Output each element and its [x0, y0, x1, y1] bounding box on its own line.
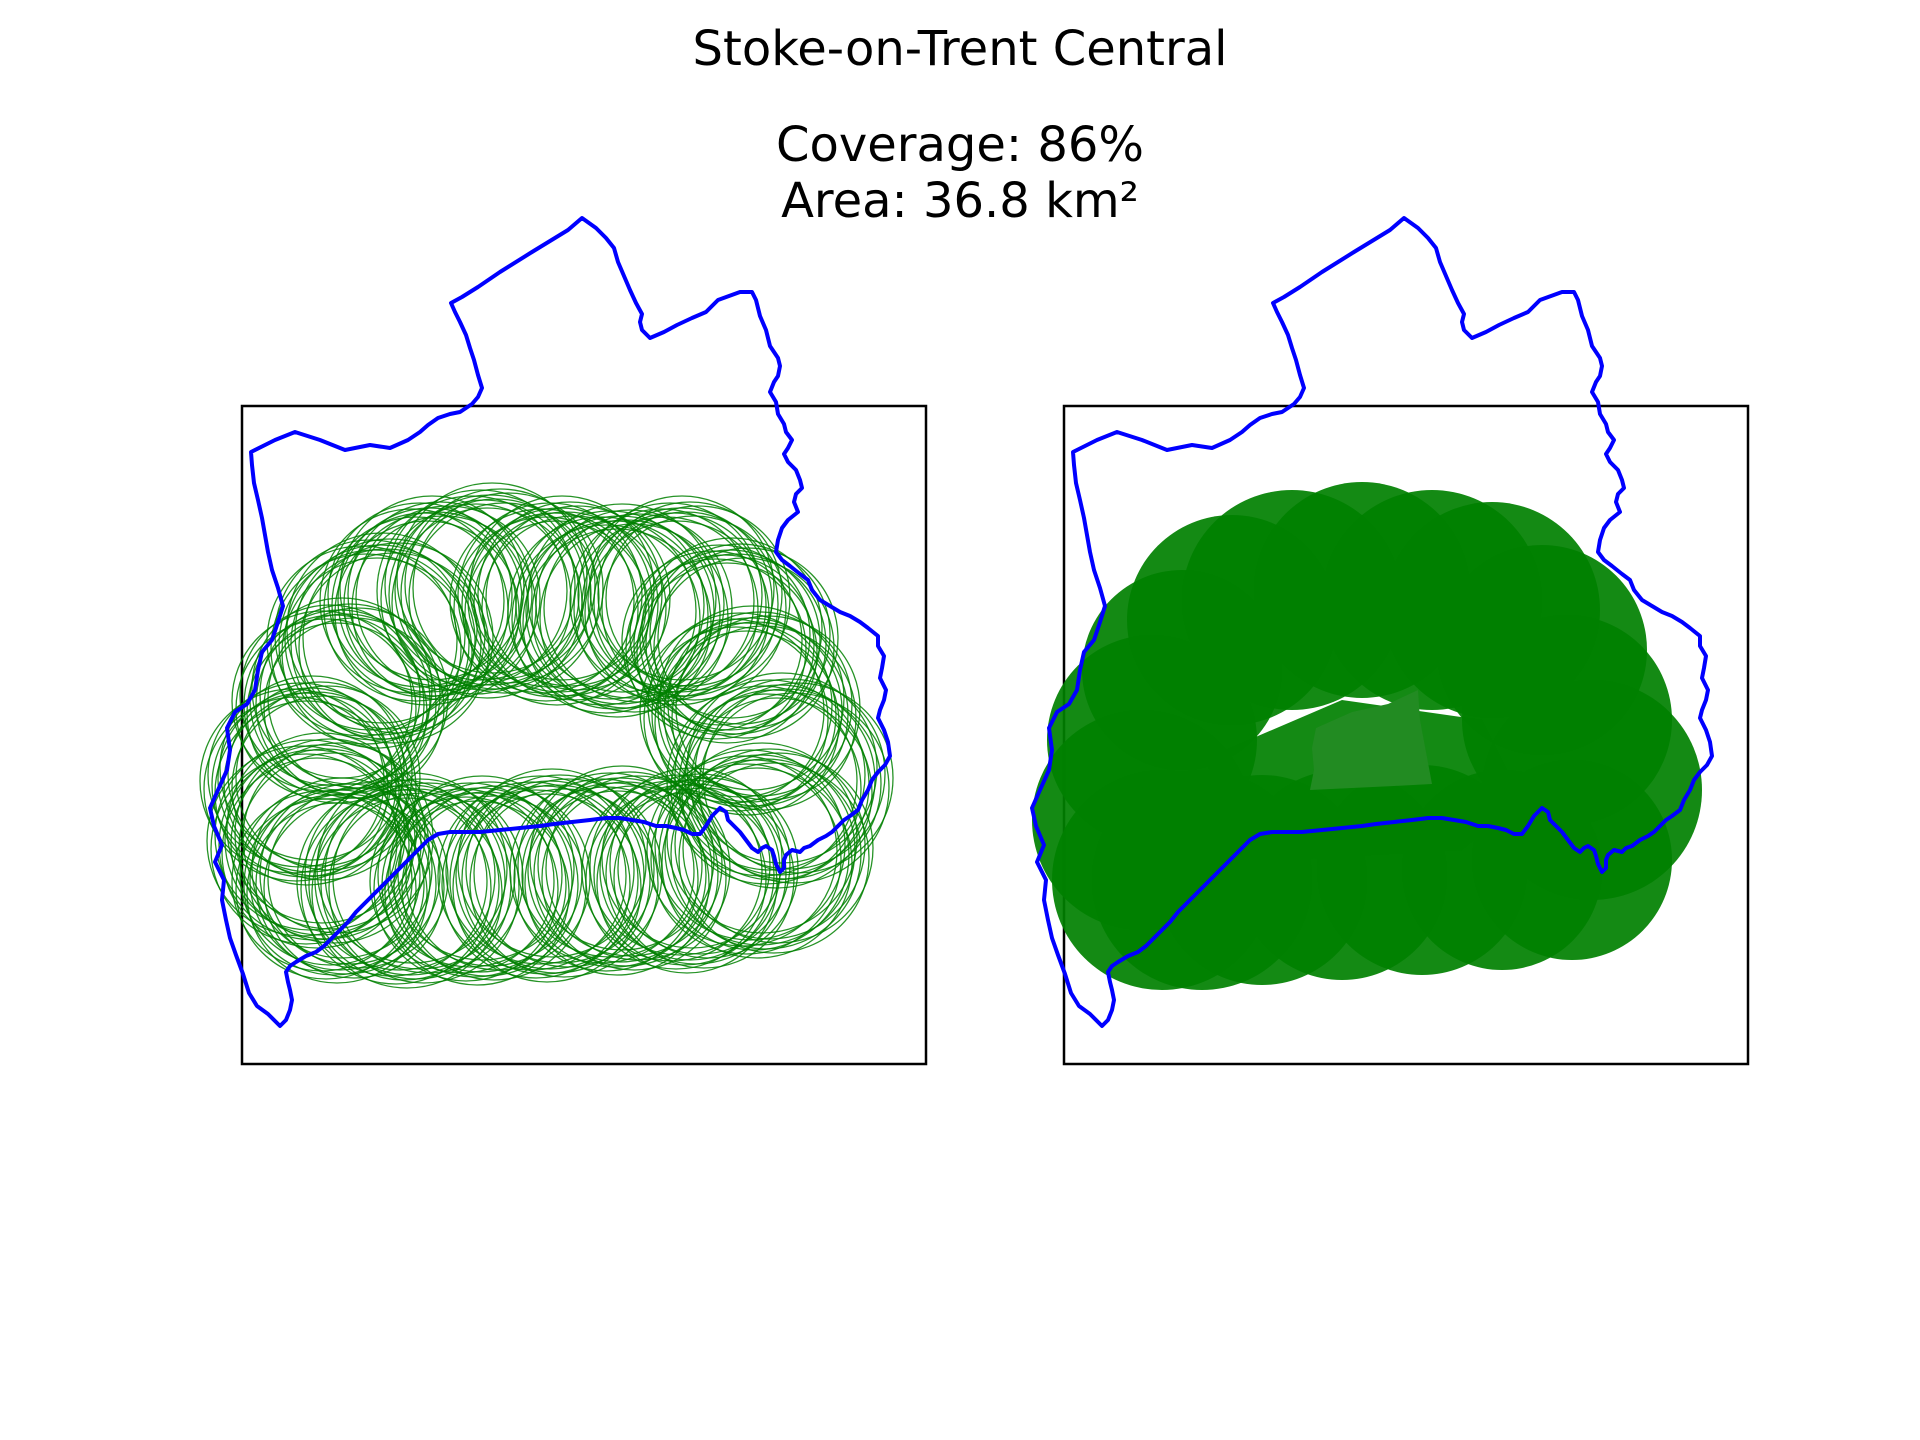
coverage-union-filled	[1032, 482, 1702, 990]
left-panel-frame	[240, 404, 928, 1066]
figure-title: Stoke-on-Trent Central	[692, 21, 1228, 77]
uncovered-gap	[1310, 690, 1432, 790]
right-map-panel	[1030, 216, 1750, 1066]
boundary-outline-left	[208, 216, 892, 1028]
coverage-label: Coverage: 86%	[775, 117, 1145, 173]
area-label: Area: 36.8 km²	[781, 173, 1139, 229]
left-map-panel	[199, 216, 928, 1066]
coverage-circles-outline	[199, 482, 894, 989]
